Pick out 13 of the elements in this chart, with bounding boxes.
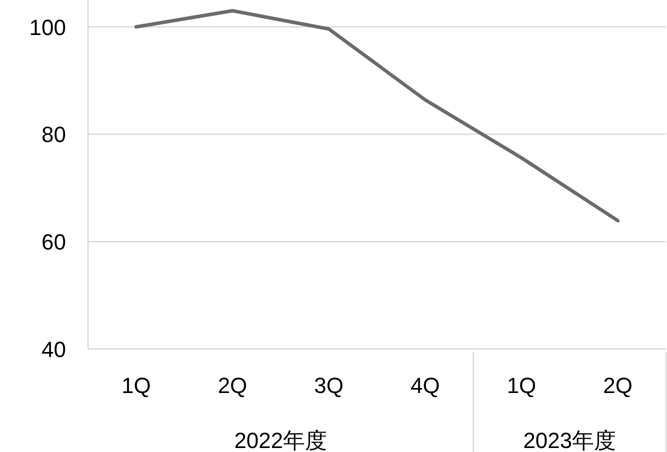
x-tick-label: 3Q: [314, 373, 344, 398]
x-tick-label: 1Q: [121, 373, 151, 398]
x-tick-label: 1Q: [506, 373, 536, 398]
x-tick-label: 2Q: [603, 373, 633, 398]
y-tick-label: 100: [29, 14, 66, 40]
x-tick-label: 4Q: [410, 373, 440, 398]
text: 2022年度: [234, 428, 328, 452]
y-tick-label: 60: [42, 230, 66, 255]
y-tick-label: 40: [42, 337, 66, 362]
x-tick-label: 2Q: [218, 373, 248, 398]
line-series: [134, 8, 620, 222]
y-tick-label: 80: [42, 122, 66, 148]
text: 2023年度: [523, 428, 616, 452]
